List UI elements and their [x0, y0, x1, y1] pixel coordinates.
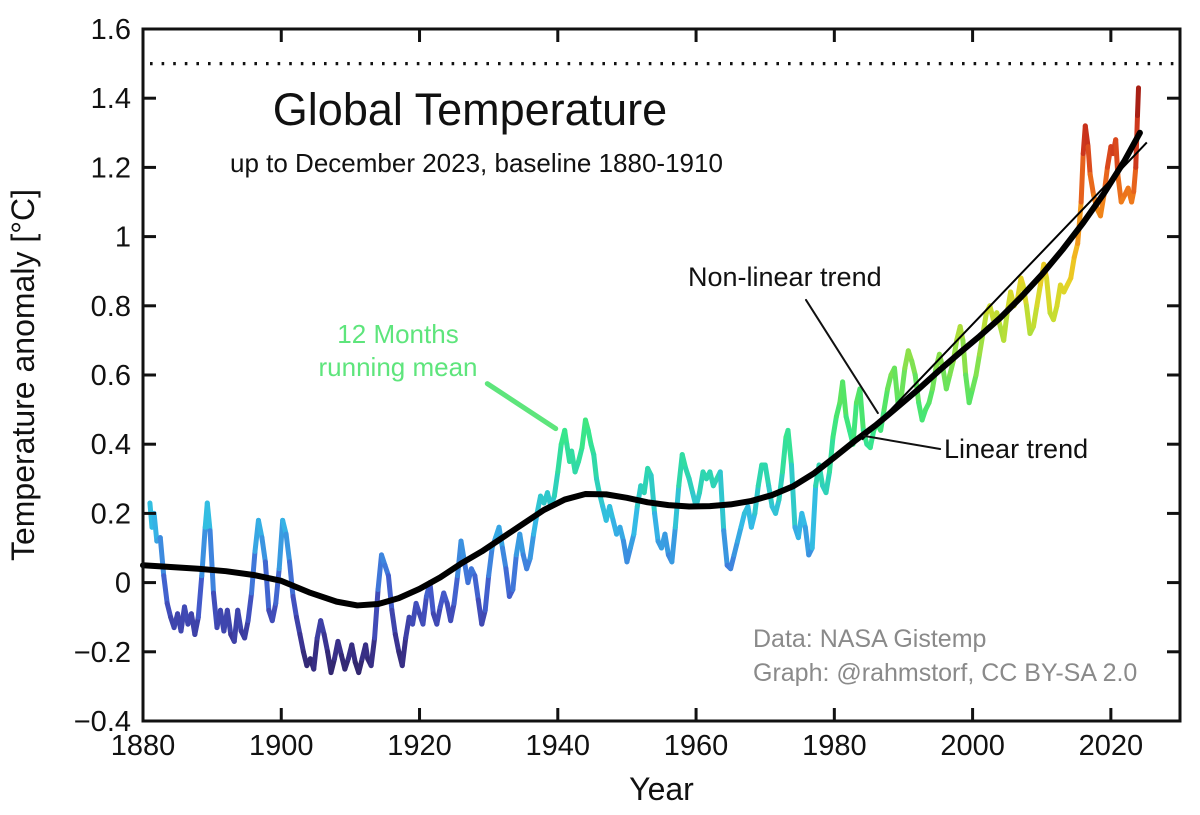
credits-block: Data: NASA Gistemp Graph: @rahmstorf, CC… [753, 622, 1137, 690]
nonlinear-trend-label: Non-linear trend [688, 262, 882, 292]
x-tick-label-1940: 1940 [526, 730, 591, 762]
y-axis-label: Temperature anomaly [°C] [5, 189, 41, 561]
x-tick-label-2000: 2000 [940, 730, 1005, 762]
y-tick-label-1.6: 1.6 [91, 14, 131, 46]
x-axis-label: Year [629, 771, 694, 807]
nonlinear-trend-leader-line [804, 298, 879, 415]
credit-data-source: Data: NASA Gistemp [753, 625, 987, 653]
y-tick-label-−0.2: −0.2 [74, 637, 131, 669]
nonlinear-trend-line [140, 129, 1143, 609]
credit-author: Graph: @rahmstorf, CC BY-SA 2.0 [753, 659, 1138, 687]
x-tick-label-1900: 1900 [249, 730, 314, 762]
linear-trend-line [861, 141, 1148, 441]
x-tick-label-1980: 1980 [802, 730, 867, 762]
running-mean-label-line2: running mean [318, 352, 478, 382]
y-tick-label-0: 0 [115, 568, 131, 600]
axis-ticks: 1880 1900 1920 1940 1960 1980 2000 2020 −0.4 −0.2… [74, 14, 1180, 762]
y-tick-label-−0.4: −0.4 [74, 706, 131, 738]
y-tick-label-1.4: 1.4 [91, 83, 131, 115]
y-tick-label-1.2: 1.2 [91, 152, 131, 184]
running-mean-label: 12 Months running mean [298, 318, 498, 384]
y-tick-label-0.2: 0.2 [91, 498, 131, 530]
x-tick-label-1920: 1920 [387, 730, 452, 762]
linear-trend-leader-line [863, 434, 942, 451]
y-tick-label-0.6: 0.6 [91, 360, 131, 392]
linear-trend-label: Linear trend [944, 434, 1089, 464]
running-mean-leader-line [484, 381, 559, 432]
chart-title: Global Temperature [272, 84, 668, 135]
x-tick-label-1960: 1960 [664, 730, 729, 762]
y-tick-label-0.4: 0.4 [91, 429, 131, 461]
y-tick-label-1: 1 [115, 222, 131, 254]
x-tick-label-2020: 2020 [1079, 730, 1144, 762]
x-tick-label-1880: 1880 [111, 730, 176, 762]
chart-subtitle: up to December 2023, baseline 1880-1910 [230, 148, 723, 178]
running-mean-label-line1: 12 Months [337, 319, 459, 349]
running-mean-line [147, 85, 1142, 676]
y-tick-label-0.8: 0.8 [91, 291, 131, 323]
